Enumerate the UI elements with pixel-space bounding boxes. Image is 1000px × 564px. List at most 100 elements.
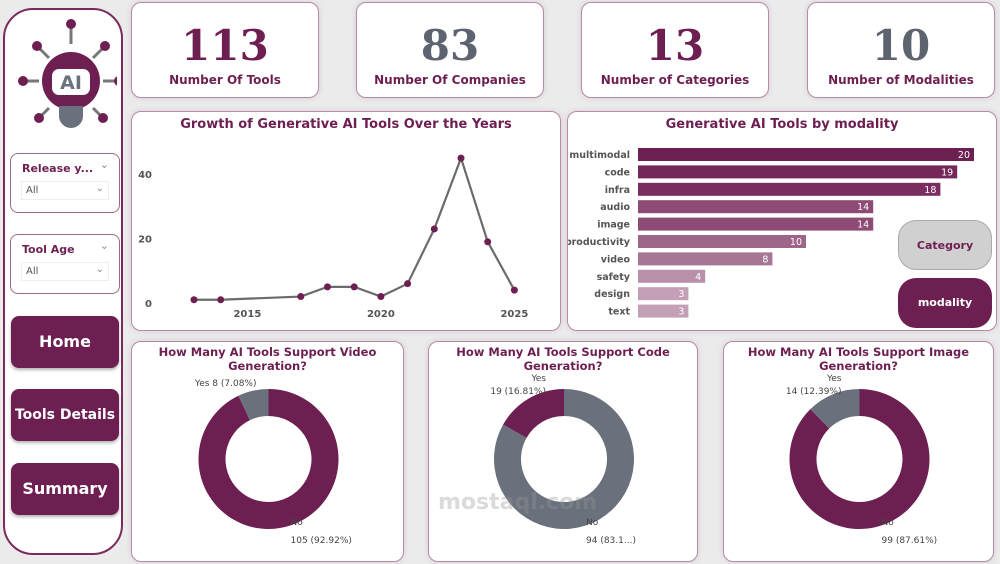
data-point [297, 293, 305, 301]
line-chart: 0 20 40 2015 2020 2025 [138, 154, 528, 320]
donut-slice-yes [503, 389, 564, 438]
chart-title: How Many AI Tools Support Code Generatio… [456, 345, 670, 373]
donut-slice-yes [238, 389, 269, 421]
bar-category-label: multimodal [569, 150, 630, 161]
home-button[interactable]: Home [11, 316, 119, 368]
slice-label-no: No [586, 518, 599, 528]
slice-label-yes: Yes [530, 374, 546, 384]
kpi-value: 113 [181, 21, 269, 70]
kpi-value: 10 [871, 21, 931, 70]
growth-line-chart-card: Growth of Generative AI Tools Over the Y… [131, 111, 561, 331]
bar [638, 269, 706, 283]
kpi-value: 13 [645, 21, 705, 70]
slice-value-no: 99 (87.61%) [882, 536, 938, 546]
bar-category-label: video [601, 254, 631, 265]
y-tick-label: 40 [138, 170, 152, 181]
slice-value-yes: 19 (16.81%) [490, 387, 546, 397]
bar-category-label: design [594, 289, 630, 300]
bar-category-label: text [608, 307, 630, 318]
x-tick-label: 2015 [233, 309, 261, 320]
kpi-label: Number Of Tools [169, 73, 281, 87]
bar-category-label: safety [597, 272, 631, 283]
modality-toggle-button[interactable]: modality [898, 278, 992, 328]
bar-value-label: 14 [857, 220, 869, 231]
bar-value-label: 10 [790, 237, 802, 248]
bar-value-label: 14 [857, 202, 869, 213]
bar-category-label: productivity [568, 237, 631, 248]
data-point [350, 283, 358, 291]
data-point [510, 286, 518, 294]
chevron-down-icon[interactable]: ⌄ [99, 239, 109, 252]
bar [638, 217, 874, 231]
bar-value-label: 4 [695, 272, 701, 283]
summary-button[interactable]: Summary [11, 463, 119, 515]
kpi-number-of-companies: 83 Number Of Companies [356, 2, 544, 98]
slice-label-yes: Yes [826, 374, 842, 384]
data-point [430, 225, 438, 233]
chart-title: Generative AI Tools by modality [665, 117, 899, 132]
code-generation-donut-card: How Many AI Tools Support Code Generatio… [428, 341, 698, 562]
category-toggle-button[interactable]: Category [898, 220, 992, 270]
donut-slice-no [789, 389, 930, 529]
bar-chart: multimodal 20 code 19 infra 18 audio 14 image 14 p… [568, 148, 974, 318]
donut-slice-no [198, 389, 339, 529]
slicer-title: Release y... [22, 162, 94, 175]
dropdown-value: All [26, 185, 39, 196]
bar [638, 304, 689, 318]
release-year-dropdown[interactable]: All ⌄ [21, 181, 109, 200]
bar [638, 287, 689, 301]
bar-category-label: image [597, 220, 630, 231]
slicer-title: Tool Age [22, 243, 75, 256]
y-tick-label: 20 [138, 235, 152, 246]
donut-slice-no [494, 389, 634, 529]
video-generation-donut-card: How Many AI Tools Support Video Generati… [131, 341, 404, 562]
slice-label-yes: Yes 8 (7.08%) [194, 379, 257, 389]
tool-age-dropdown[interactable]: All ⌄ [21, 262, 109, 281]
data-point [457, 154, 465, 162]
x-tick-label: 2025 [500, 309, 528, 320]
kpi-number-of-modalities: 10 Number of Modalities [807, 2, 995, 98]
donut-chart: No 99 (87.61%) Yes 14 (12.39%) [786, 374, 938, 546]
kpi-label: Number of Categories [600, 73, 750, 87]
bar-value-label: 8 [762, 254, 768, 265]
donut-slice-yes [810, 389, 860, 429]
slice-label-no: No [291, 518, 304, 528]
y-tick-label: 0 [145, 299, 152, 310]
logo-text: AI [60, 72, 82, 94]
kpi-value: 83 [420, 21, 480, 70]
bar [638, 235, 806, 248]
chart-title: How Many AI Tools Support Image Generati… [747, 345, 970, 373]
data-point [190, 296, 198, 304]
chevron-down-icon[interactable]: ⌄ [99, 158, 109, 171]
slice-value-no: 94 (83.1...) [586, 536, 636, 546]
slice-value-no: 105 (92.92%) [291, 536, 352, 546]
tools-details-button[interactable]: Tools Details [11, 389, 119, 441]
bar-value-label: 3 [678, 307, 684, 318]
kpi-label: Number Of Companies [374, 73, 526, 87]
data-point [324, 283, 331, 291]
bar [638, 165, 958, 179]
donut-chart: No 94 (83.1...) Yes 19 (16.81%) [490, 374, 636, 546]
bar-value-label: 20 [958, 150, 970, 161]
modality-bar-chart-card: Generative AI Tools by modality multimod… [567, 111, 997, 331]
dropdown-value: All [26, 266, 39, 277]
bar [638, 148, 974, 161]
data-point [377, 293, 385, 301]
bar-category-label: infra [605, 185, 630, 196]
bar [638, 182, 941, 196]
kpi-number-of-categories: 13 Number of Categories [581, 2, 769, 98]
image-generation-donut-card: How Many AI Tools Support Image Generati… [723, 341, 994, 562]
bar-value-label: 19 [941, 167, 953, 178]
bar-category-label: code [605, 167, 630, 178]
bar-value-label: 18 [924, 185, 936, 196]
slice-label-no: No [882, 518, 895, 528]
chevron-down-icon: ⌄ [95, 264, 104, 275]
series-line [194, 154, 516, 301]
kpi-label: Number of Modalities [828, 73, 974, 87]
watermark: mostaql.com [438, 490, 598, 515]
data-point [217, 296, 225, 304]
release-year-slicer[interactable]: Release y... ⌄ All ⌄ [10, 153, 120, 213]
ai-lightbulb-logo-icon: AI [18, 19, 117, 128]
sidebar: AI Release y... ⌄ All ⌄ Tool Age ⌄ All ⌄ H… [3, 8, 123, 555]
tool-age-slicer[interactable]: Tool Age ⌄ All ⌄ [10, 234, 120, 294]
